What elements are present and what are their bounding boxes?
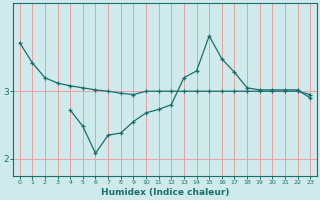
X-axis label: Humidex (Indice chaleur): Humidex (Indice chaleur) bbox=[101, 188, 229, 197]
